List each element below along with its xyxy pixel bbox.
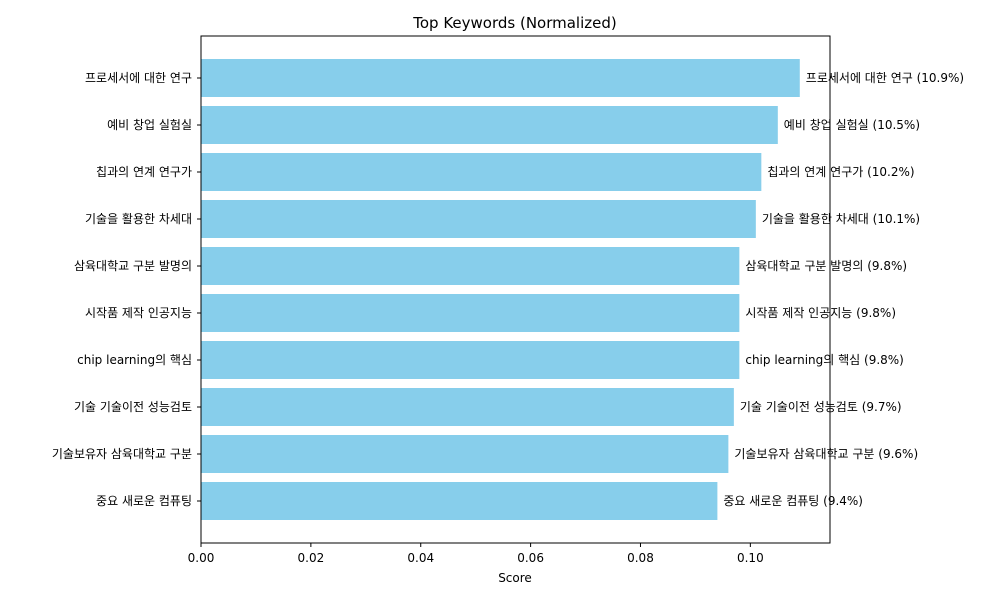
- plot-frame: [200, 35, 831, 544]
- data-label: 시작품 제작 인공지능 (9.8%): [745, 306, 896, 320]
- bar: [201, 482, 718, 520]
- x-tick-label: 0.00: [188, 551, 215, 565]
- category-label: 시작품 제작 인공지능: [85, 306, 192, 320]
- category-label: 칩과의 연계 연구가: [96, 165, 192, 179]
- category-label: 기술을 활용한 차세대: [85, 212, 192, 226]
- x-tick-label: 0.06: [517, 551, 544, 565]
- x-tick-label: 0.08: [627, 551, 654, 565]
- x-tick-label: 0.04: [407, 551, 434, 565]
- x-tick-label: 0.02: [298, 551, 325, 565]
- data-label: 중요 새로운 컴퓨팅 (9.4%): [723, 494, 863, 508]
- category-label: chip learning의 핵심: [77, 353, 192, 367]
- data-label: 기술보유자 삼육대학교 구분 (9.6%): [734, 447, 918, 461]
- category-label: 예비 창업 실험실: [107, 118, 192, 132]
- bar: [201, 294, 740, 332]
- data-label: 칩과의 연계 연구가 (10.2%): [767, 165, 914, 179]
- category-label: 기술보유자 삼육대학교 구분: [52, 447, 192, 461]
- data-label: 기술 기술이전 성능검토 (9.7%): [740, 400, 902, 414]
- x-tick-label: 0.10: [737, 551, 764, 565]
- category-label: 프로세서에 대한 연구: [85, 71, 192, 85]
- bar: [201, 247, 740, 285]
- category-label: 삼육대학교 구분 발명의: [74, 259, 192, 273]
- data-label: 기술을 활용한 차세대 (10.1%): [762, 212, 920, 226]
- x-axis-title: Score: [498, 571, 532, 585]
- bar: [201, 59, 800, 97]
- data-label: chip learning의 핵심 (9.8%): [745, 353, 904, 367]
- bar: [201, 106, 778, 144]
- chart-title: Top Keywords (Normalized): [412, 14, 617, 32]
- category-label: 기술 기술이전 성능검토: [74, 400, 192, 414]
- bar: [201, 435, 729, 473]
- data-label: 예비 창업 실험실 (10.5%): [784, 118, 920, 132]
- data-label: 프로세서에 대한 연구 (10.9%): [806, 71, 964, 85]
- bars-layer: [201, 59, 800, 520]
- labels-layer: 프로세서에 대한 연구 프로세서에 대한 연구 (10.9%) 예비 창업 실험실 예…: [52, 71, 964, 508]
- ticks-layer: 0.00 0.02 0.04 0.06 0.08 0.10: [188, 77, 764, 565]
- data-label: 삼육대학교 구분 발명의 (9.8%): [745, 259, 907, 273]
- bar: [201, 200, 756, 238]
- bar: [201, 153, 762, 191]
- category-label: 중요 새로운 컴퓨팅: [96, 494, 192, 508]
- bar: [201, 341, 740, 379]
- bar: [201, 388, 734, 426]
